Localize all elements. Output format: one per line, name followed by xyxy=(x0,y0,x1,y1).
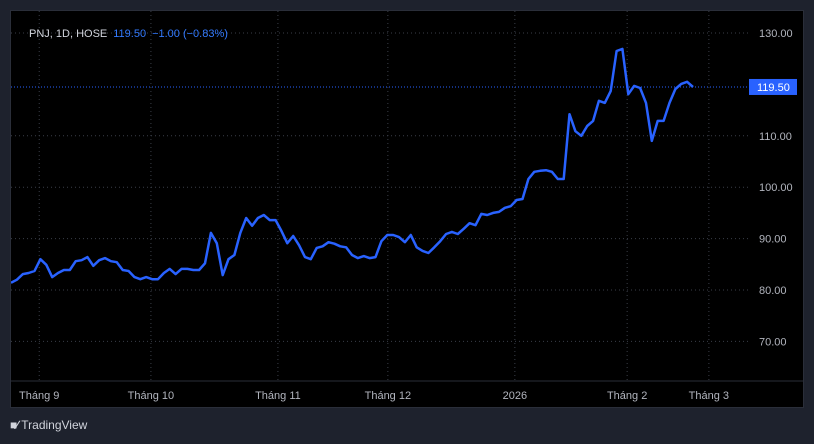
x-tick-label: Tháng 9 xyxy=(19,390,59,402)
y-tick-label: 70.00 xyxy=(759,336,787,348)
price-line xyxy=(11,47,694,284)
tradingview-logo-icon: ■∕ xyxy=(10,418,18,432)
x-tick-label: Tháng 12 xyxy=(365,390,411,402)
y-tick-label: 100.00 xyxy=(759,182,793,194)
tradingview-watermark[interactable]: ■∕ TradingView xyxy=(10,418,87,432)
price-chart[interactable]: 70.00 80.00 90.00 100.00 110.00 130.00 Tháng 9… xyxy=(11,11,803,407)
y-tick-label: 90.00 xyxy=(759,234,787,246)
x-tick-label: Tháng 3 xyxy=(689,390,729,402)
last-price: 119.50 xyxy=(113,28,147,40)
y-tick-label: 80.00 xyxy=(759,285,787,297)
x-tick-label: Tháng 11 xyxy=(255,390,301,402)
y-tick-label: 110.00 xyxy=(759,131,792,143)
brand-label: TradingView xyxy=(21,418,88,432)
x-tick-label: 2026 xyxy=(503,390,527,402)
y-tick-label: 130.00 xyxy=(759,28,793,40)
chart-frame[interactable]: 70.00 80.00 90.00 100.00 110.00 130.00 Tháng 9… xyxy=(10,10,804,408)
last-price-badge-label: 119.50 xyxy=(757,82,790,94)
price-change: −1.00 (−0.83%) xyxy=(152,28,228,40)
symbol-label: PNJ, 1D, HOSE xyxy=(29,28,108,40)
x-tick-label: Tháng 2 xyxy=(607,390,647,402)
x-tick-label: Tháng 10 xyxy=(128,390,174,402)
chart-legend: PNJ, 1D, HOSE 119.50 −1.00 (−0.83%) xyxy=(29,28,228,40)
last-price-badge xyxy=(749,78,797,95)
